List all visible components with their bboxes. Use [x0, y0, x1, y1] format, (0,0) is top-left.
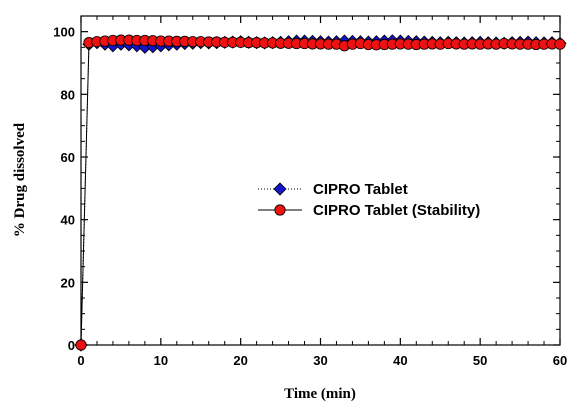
- x-tick-label: 30: [313, 353, 327, 368]
- series-layer: [74, 34, 567, 352]
- legend-item: CIPRO Tablet: [258, 181, 408, 198]
- y-tick-label: 20: [61, 275, 75, 290]
- y-tick-label: 0: [68, 338, 75, 353]
- x-tick-label: 20: [233, 353, 247, 368]
- legend-marker-diamond: [273, 182, 287, 196]
- legend-marker-circle: [274, 204, 286, 216]
- y-tick-label: 80: [61, 87, 75, 102]
- legend: CIPRO Tablet CIPRO Tablet (Stability): [258, 181, 480, 219]
- tick-labels: 0 10 20 30 40 50 60 0 20 40 60 80 100: [53, 25, 567, 368]
- x-tick-label: 50: [473, 353, 487, 368]
- legend-label: CIPRO Tablet (Stability): [313, 202, 480, 219]
- x-axis-title: Time (min): [284, 386, 356, 402]
- legend-label: CIPRO Tablet: [313, 181, 408, 198]
- y-axis-title: % Drug dissolved: [12, 122, 28, 237]
- y-tick-label: 60: [61, 150, 75, 165]
- x-tick-label: 0: [77, 353, 84, 368]
- x-tick-label: 40: [393, 353, 407, 368]
- series-2: [75, 34, 566, 351]
- y-tick-label: 100: [53, 25, 75, 40]
- x-tick-label: 60: [553, 353, 567, 368]
- data-point-circle: [75, 339, 87, 351]
- data-point-circle: [554, 38, 566, 50]
- x-tick-label: 10: [154, 353, 168, 368]
- y-tick-label: 40: [61, 213, 75, 228]
- axis-ticks: [80, 16, 561, 346]
- legend-item: CIPRO Tablet (Stability): [258, 202, 480, 219]
